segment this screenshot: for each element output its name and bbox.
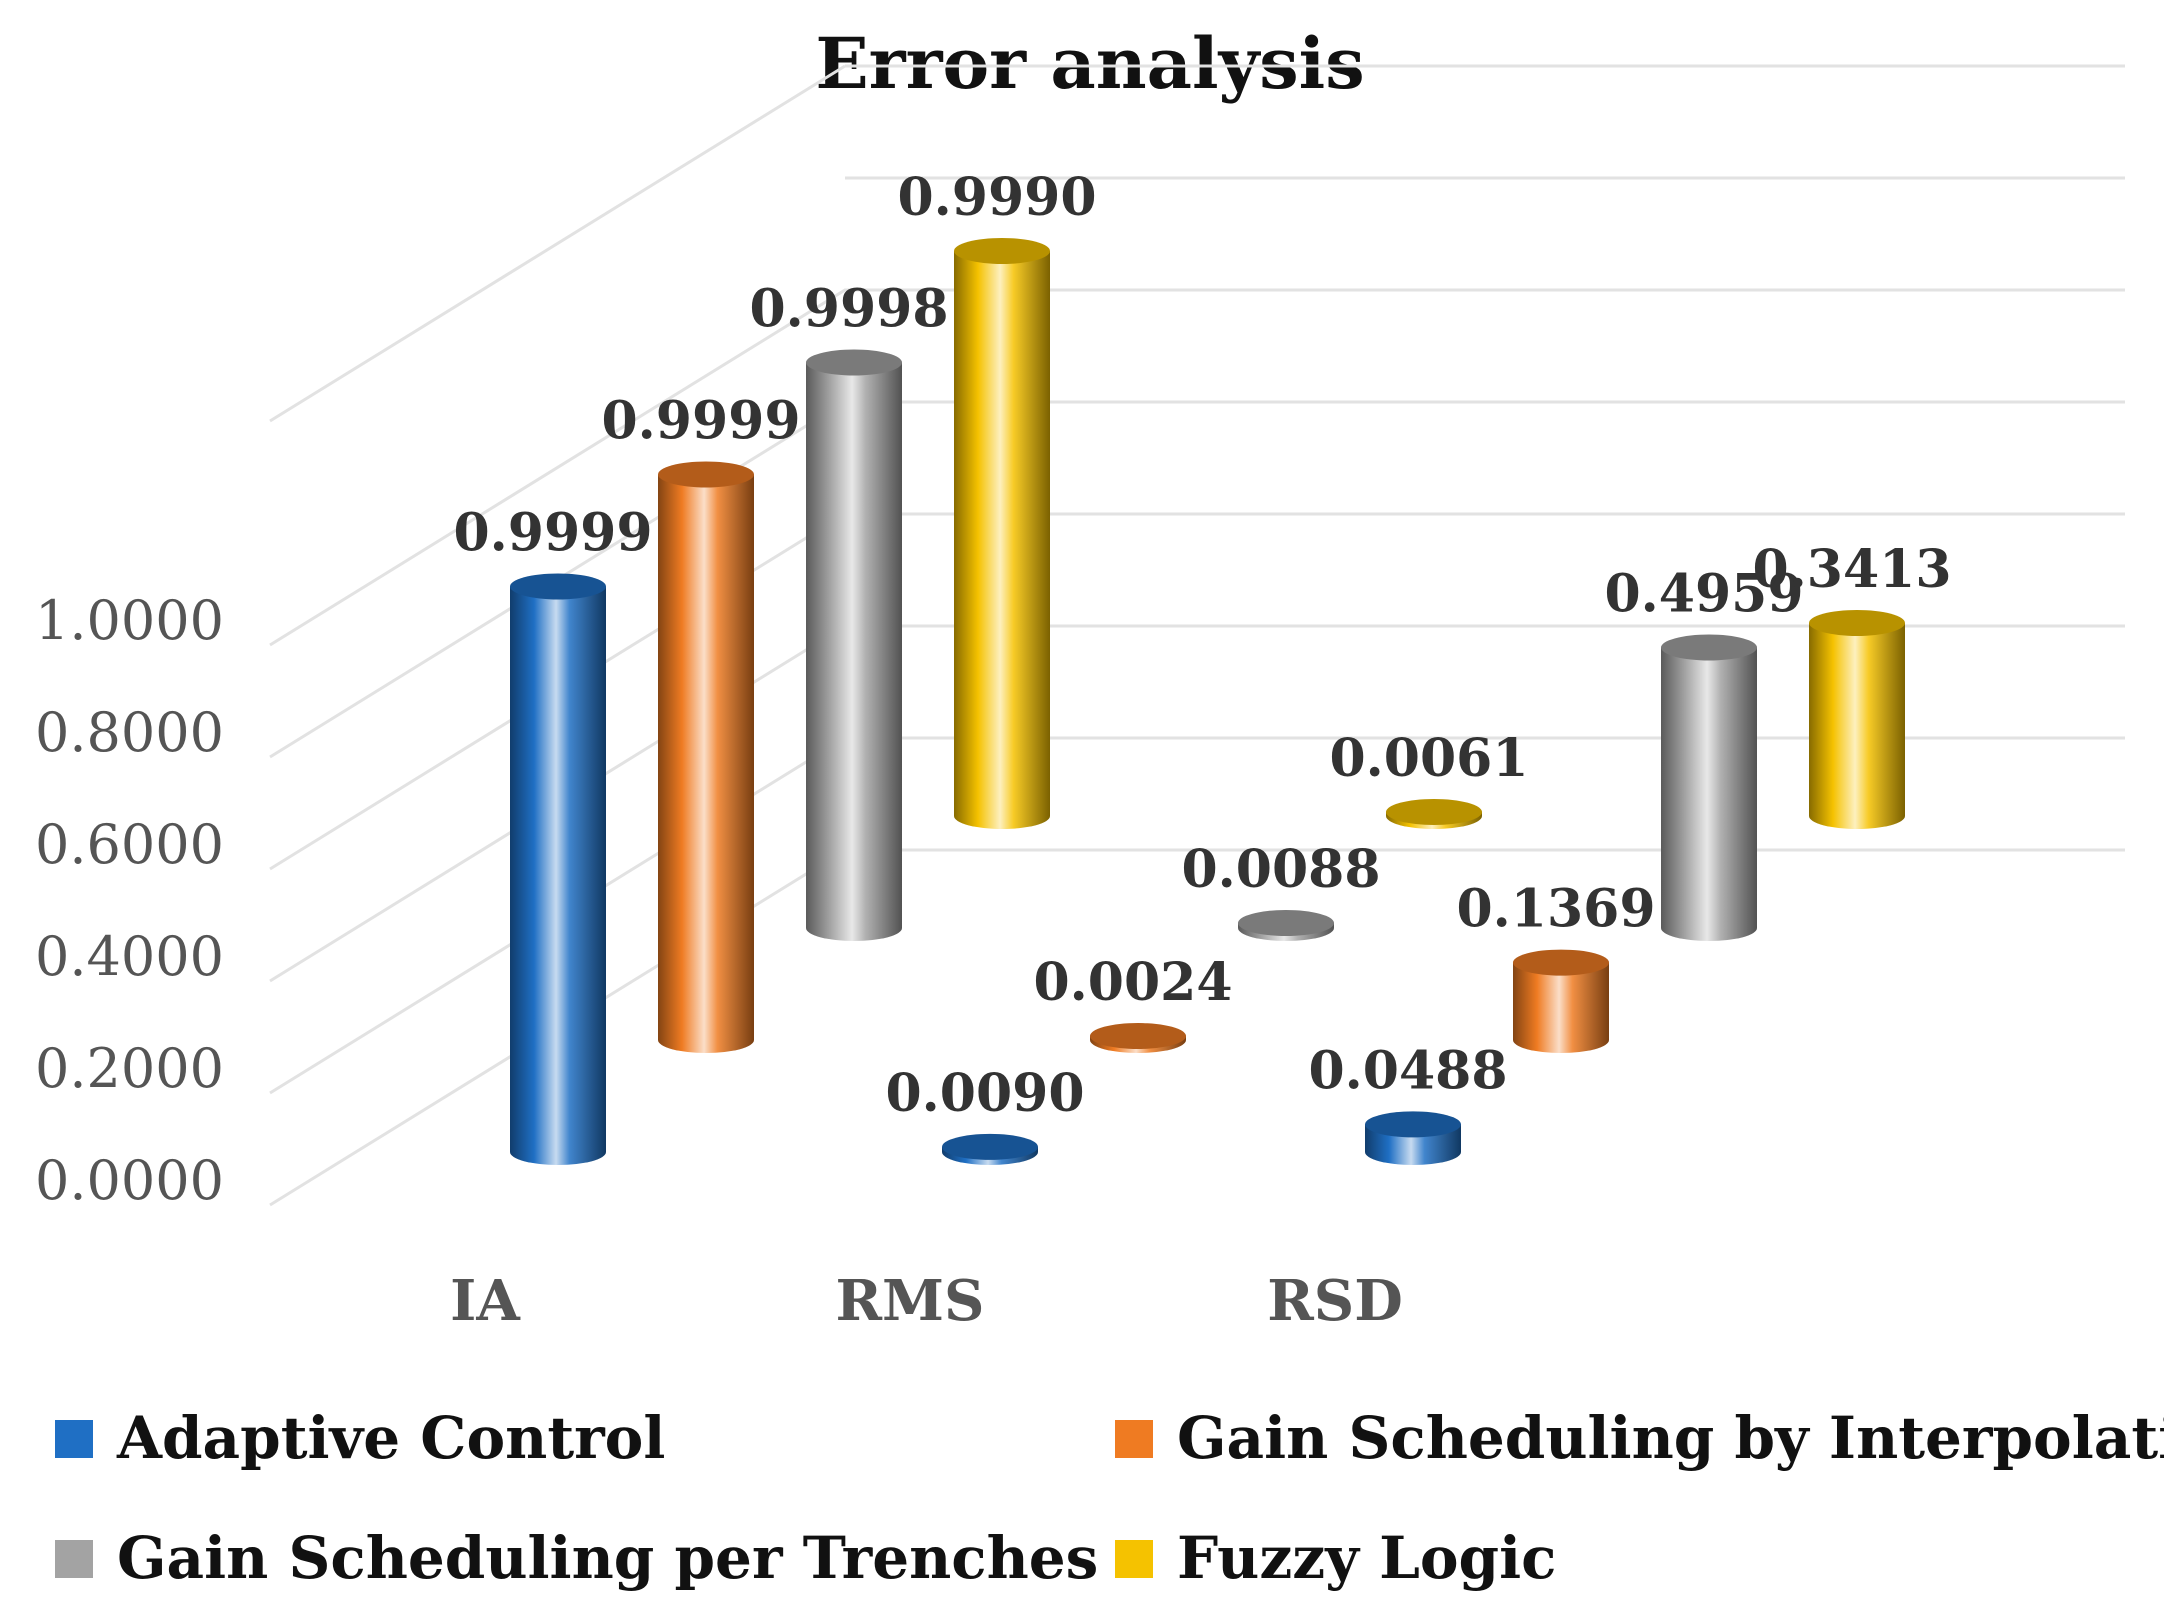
legend-swatch	[55, 1540, 93, 1578]
legend-label: Gain Scheduling by Interpolation	[1177, 1404, 2164, 1472]
y-tick-label: 0.4000	[35, 925, 224, 988]
y-tick-label: 0.8000	[35, 701, 224, 764]
legend-label: Gain Scheduling per Trenches	[117, 1524, 1098, 1592]
data-label: 0.1369	[1456, 879, 1655, 940]
bar	[1386, 799, 1482, 829]
gridline	[269, 288, 2125, 647]
data-label: 0.0024	[1033, 952, 1232, 1013]
data-labels: 0.9999 0.9999 0.9998 0.9990 0.0090 0.0024 0.00…	[453, 167, 1951, 1124]
bar-top	[1090, 1023, 1186, 1049]
x-category-label: RSD	[1267, 1268, 1403, 1334]
bar-top	[510, 573, 606, 600]
x-axis-categories: IA RMS RSD	[450, 1268, 1403, 1334]
bar-top	[942, 1133, 1038, 1160]
x-category-label: RMS	[836, 1268, 985, 1334]
bar-body	[658, 474, 754, 1054]
y-tick-label: 0.6000	[35, 813, 224, 876]
gridline	[269, 64, 846, 423]
bar	[510, 573, 606, 1165]
bar-top	[1238, 910, 1334, 937]
data-label: 0.9999	[601, 390, 800, 451]
bar	[1661, 634, 1757, 941]
bar	[1238, 910, 1334, 941]
legend-label: Fuzzy Logic	[1177, 1524, 1556, 1592]
legend: Adaptive Control Gain Scheduling by Inter…	[55, 1404, 2164, 1592]
bars	[510, 237, 1905, 1165]
legend-label: Adaptive Control	[116, 1404, 665, 1472]
bar	[954, 237, 1050, 830]
bar-body	[1809, 622, 1905, 829]
data-label: 0.0488	[1308, 1040, 1507, 1101]
bar-top	[806, 349, 902, 376]
bar	[1809, 609, 1905, 829]
bar-top	[1809, 609, 1905, 636]
y-tick-label: 0.2000	[35, 1037, 224, 1100]
data-label: 0.0090	[885, 1063, 1084, 1124]
data-label: 0.4959	[1604, 564, 1803, 625]
data-label: 0.3413	[1752, 539, 1951, 600]
bar-body	[510, 586, 606, 1165]
legend-swatch	[1115, 1420, 1153, 1458]
legend-swatch	[55, 1420, 93, 1458]
data-label: 0.9990	[897, 167, 1096, 228]
bar-top	[1661, 634, 1757, 661]
chart-title: Error analysis	[815, 22, 1364, 105]
bar-top	[658, 461, 754, 488]
bar-body	[1661, 647, 1757, 941]
bar	[658, 461, 754, 1054]
bar	[942, 1133, 1038, 1165]
x-category-label: IA	[450, 1268, 521, 1334]
bar	[1365, 1111, 1461, 1165]
data-label: 0.0061	[1329, 728, 1528, 789]
bar-body	[1513, 962, 1609, 1053]
data-label: 0.0088	[1181, 839, 1380, 900]
data-label: 0.9999	[453, 502, 652, 563]
legend-item: Gain Scheduling by Interpolation	[1115, 1404, 2164, 1472]
bar-top	[1386, 799, 1482, 825]
legend-item: Fuzzy Logic	[1115, 1524, 1556, 1592]
bar-top	[954, 237, 1050, 264]
legend-swatch	[1115, 1540, 1153, 1578]
legend-item: Adaptive Control	[55, 1404, 665, 1472]
bar-top	[1365, 1111, 1461, 1138]
bar-body	[954, 250, 1050, 830]
bar	[1090, 1023, 1186, 1053]
bar	[1513, 949, 1609, 1053]
legend-item: Gain Scheduling per Trenches	[55, 1524, 1098, 1592]
bar-body	[806, 362, 902, 941]
y-axis-ticks: 0.0000 0.2000 0.4000 0.6000 0.8000 1.0000	[35, 589, 224, 1212]
y-tick-label: 1.0000	[35, 589, 224, 652]
y-tick-label: 0.0000	[35, 1149, 224, 1212]
bar	[806, 349, 902, 941]
bar-top	[1513, 949, 1609, 976]
data-label: 0.9998	[749, 279, 948, 340]
